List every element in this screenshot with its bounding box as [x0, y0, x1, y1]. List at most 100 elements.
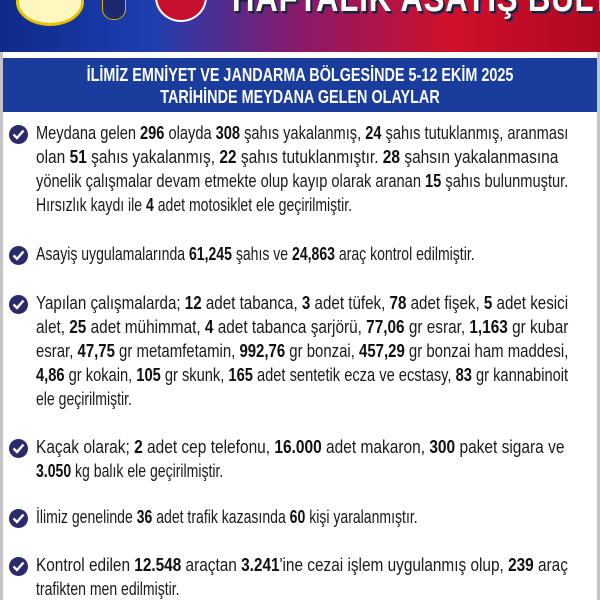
- highlighted-number: 36: [136, 507, 153, 527]
- highlighted-number: 165: [228, 365, 253, 385]
- text-segment: Kaçak olarak;: [36, 437, 135, 457]
- text-segment: ele geçirilmiştir.: [36, 389, 132, 409]
- highlighted-number: 77,06: [366, 317, 405, 337]
- highlighted-number: 3.050: [36, 461, 72, 481]
- highlighted-number: 22: [219, 147, 237, 167]
- highlighted-number: 15: [425, 171, 442, 191]
- highlighted-number: 51: [69, 147, 87, 167]
- text-line: esrar, 47,75 gr metamfetamin, 992,76 gr …: [36, 340, 568, 362]
- text-line: 4,86 gr kokain, 105 gr skunk, 165 adet s…: [36, 364, 568, 386]
- subtitle-band: İLİMİZ EMNİYET VE JANDARMA BÖLGESİNDE 5-…: [3, 58, 597, 112]
- highlighted-number: 105: [136, 365, 161, 385]
- text-line: olan 51 şahıs yakalanmış, 22 şahıs tutuk…: [36, 146, 558, 168]
- text-segment: adet mühimmat,: [86, 317, 205, 337]
- text-segment: İlimiz genelinde: [36, 507, 137, 527]
- highlighted-number: 60: [289, 507, 306, 527]
- text-line: Meydana gelen 296 olayda 308 şahıs yakal…: [36, 122, 568, 144]
- text-segment: şahıs yakalanmış,: [240, 123, 366, 143]
- text-segment: gr kannabinoit: [471, 365, 569, 385]
- text-segment: gr bonzai,: [285, 341, 360, 361]
- check-circle-icon: [9, 439, 28, 458]
- text-segment: adet fişek,: [406, 293, 484, 313]
- text-segment: Meydana gelen: [36, 123, 141, 143]
- text-line: 3.050 kg balık ele geçirilmiştir.: [36, 460, 223, 482]
- text-segment: olayda: [164, 123, 216, 143]
- text-segment: gr bonzai ham maddesi,: [404, 341, 569, 361]
- highlighted-number: 2: [134, 437, 143, 457]
- police-emblem: [102, 0, 126, 20]
- highlighted-number: 12: [184, 293, 202, 313]
- highlighted-number: 1,163: [469, 317, 508, 337]
- text-segment: araç kontrol edilmiştir.: [334, 244, 475, 264]
- text-segment: şahıs tutuklanmış, aranması: [381, 123, 569, 143]
- text-segment: kg balık ele geçirilmiştir.: [71, 461, 224, 481]
- header-banner: HAFTALIK ASAYİŞ BÜLTENİ: [0, 0, 600, 52]
- text-segment: adet motosiklet ele geçirilmiştir.: [153, 195, 353, 215]
- text-segment: şahıs bulunmuştur.: [441, 171, 569, 191]
- bulletin-title: HAFTALIK ASAYİŞ BÜLTENİ: [232, 0, 600, 21]
- text-segment: gr skunk,: [160, 365, 229, 385]
- text-segment: adet kesici: [492, 293, 569, 313]
- text-segment: gr esrar,: [404, 317, 470, 337]
- text-line: Hırsızlık kaydı ile 4 adet motosiklet el…: [36, 194, 352, 216]
- text-line: alet, 25 adet mühimmat, 4 adet tabanca ş…: [36, 316, 568, 338]
- highlighted-number: 308: [215, 123, 241, 143]
- text-line: trafikten men edilmiştir.: [36, 578, 180, 600]
- check-circle-icon: [9, 295, 28, 314]
- text-segment: adet cep telefonu,: [142, 437, 275, 457]
- text-segment: şahıs tutuklanmıştır.: [236, 147, 383, 167]
- text-segment: Hırsızlık kaydı ile: [36, 195, 147, 215]
- provincial-logo: [16, 0, 84, 26]
- check-circle-icon: [9, 557, 28, 576]
- text-segment: Asayiş uygulamalarında: [36, 244, 189, 264]
- highlighted-number: 239: [508, 555, 534, 575]
- text-segment: araçtan: [181, 555, 242, 575]
- highlighted-number: 3.241: [241, 555, 280, 575]
- subtitle-line: TARİHİNDE MEYDANA GELEN OLAYLAR: [160, 87, 440, 107]
- check-circle-icon: [9, 509, 28, 528]
- highlighted-number: 3: [301, 293, 311, 313]
- text-segment: paket sigara ve: [455, 437, 565, 457]
- check-circle-icon: [9, 246, 28, 265]
- text-line: Kontrol edilen 12.548 araçtan 3.241'ine …: [36, 554, 568, 576]
- highlighted-number: 24: [365, 123, 382, 143]
- highlighted-number: 5: [483, 293, 493, 313]
- text-segment: araç: [533, 555, 568, 575]
- text-line: Yapılan çalışmalarda; 12 adet tabanca, 3…: [36, 292, 568, 314]
- highlighted-number: 61,245: [188, 244, 232, 264]
- text-segment: Kontrol edilen: [36, 555, 135, 575]
- text-segment: adet trafik kazasında: [152, 507, 290, 527]
- text-line: İlimiz genelinde 36 adet trafik kazasınd…: [36, 506, 418, 528]
- text-segment: adet tüfek,: [310, 293, 390, 313]
- text-segment: 'ine cezai işlem uygulanmış olup,: [279, 555, 509, 575]
- text-segment: Yapılan çalışmalarda;: [36, 293, 185, 313]
- highlighted-number: 4: [146, 195, 154, 215]
- text-segment: alet,: [36, 317, 70, 337]
- highlighted-number: 4: [204, 317, 214, 337]
- highlighted-number: 300: [429, 437, 456, 457]
- highlighted-number: 78: [389, 293, 407, 313]
- text-segment: adet sentetik ecza ve ecstasy,: [252, 365, 456, 385]
- text-segment: esrar,: [36, 341, 78, 361]
- highlighted-number: 28: [382, 147, 401, 167]
- highlighted-number: 24,863: [292, 244, 335, 264]
- text-segment: adet tabanca,: [201, 293, 302, 313]
- highlighted-number: 12.548: [134, 555, 182, 575]
- text-segment: şahsın yakalanmasına: [400, 147, 559, 167]
- text-line: Kaçak olarak; 2 adet cep telefonu, 16.00…: [36, 436, 564, 458]
- text-segment: gr kokain,: [64, 365, 137, 385]
- text-line: Asayiş uygulamalarında 61,245 şahıs ve 2…: [36, 243, 475, 265]
- text-segment: kişi yaralanmıştır.: [305, 507, 418, 527]
- highlighted-number: 16.000: [274, 437, 322, 457]
- text-segment: adet tabanca şarjörü,: [213, 317, 367, 337]
- jandarma-emblem: [155, 0, 207, 22]
- text-segment: adet makaron,: [321, 437, 430, 457]
- text-segment: olan: [36, 147, 70, 167]
- highlighted-number: 47,75: [77, 341, 115, 361]
- text-line: ele geçirilmiştir.: [36, 388, 132, 410]
- content-frame: [0, 52, 600, 600]
- text-segment: trafikten men edilmiştir.: [36, 579, 180, 599]
- check-circle-icon: [9, 125, 28, 144]
- subtitle-line: İLİMİZ EMNİYET VE JANDARMA BÖLGESİNDE 5-…: [86, 65, 514, 85]
- text-segment: gr kubar: [507, 317, 569, 337]
